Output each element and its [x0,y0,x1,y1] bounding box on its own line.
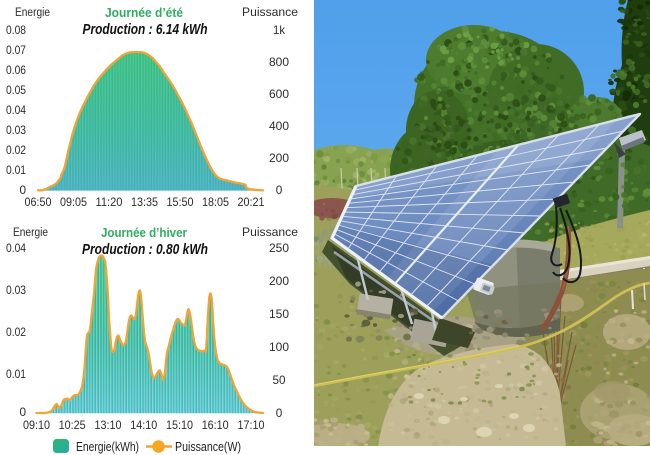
svg-text:Puissance: Puissance [242,5,298,19]
svg-text:0: 0 [19,183,26,197]
svg-text:Production : 0.80 kWh: Production : 0.80 kWh [82,242,208,258]
svg-text:150: 150 [269,307,289,321]
svg-text:17:10: 17:10 [238,418,265,432]
svg-text:Production : 6.14 kWh: Production : 6.14 kWh [83,22,208,38]
svg-text:20:21: 20:21 [238,195,265,209]
svg-text:15:50: 15:50 [167,195,194,209]
svg-text:200: 200 [269,151,289,165]
svg-text:100: 100 [269,340,289,354]
svg-text:0.06: 0.06 [6,63,26,77]
svg-text:600: 600 [269,87,289,101]
svg-text:09:10: 09:10 [23,418,50,432]
svg-text:18:05: 18:05 [202,195,229,209]
svg-text:0.05: 0.05 [6,83,26,97]
svg-text:400: 400 [269,119,289,133]
svg-text:0.04: 0.04 [6,241,26,255]
svg-text:0.08: 0.08 [6,23,26,37]
svg-text:Puissance(W): Puissance(W) [175,439,241,454]
svg-text:0.03: 0.03 [6,123,26,137]
svg-text:Journée d’été: Journée d’été [105,5,183,20]
svg-text:1k: 1k [273,23,285,37]
svg-text:Energie(kWh): Energie(kWh) [76,439,139,454]
svg-text:13:10: 13:10 [95,418,122,432]
svg-text:0: 0 [276,406,283,420]
svg-text:14:10: 14:10 [130,418,157,432]
svg-text:0: 0 [276,183,283,197]
svg-text:0: 0 [19,405,26,419]
svg-text:0.03: 0.03 [6,283,26,297]
svg-text:06:50: 06:50 [25,195,52,209]
svg-text:0.01: 0.01 [6,163,26,177]
svg-text:11:20: 11:20 [96,195,123,209]
svg-text:09:05: 09:05 [60,195,87,209]
svg-text:16:10: 16:10 [202,418,229,432]
svg-text:250: 250 [269,241,289,255]
svg-text:50: 50 [273,373,286,387]
svg-text:Puissance: Puissance [242,225,298,239]
svg-text:Energie: Energie [13,225,48,239]
svg-text:0.07: 0.07 [6,43,26,57]
svg-text:800: 800 [269,55,289,69]
svg-text:0.02: 0.02 [6,325,26,339]
svg-text:10:25: 10:25 [59,418,86,432]
svg-text:13:35: 13:35 [131,195,158,209]
svg-text:15:10: 15:10 [166,418,193,432]
svg-text:Journée d’hiver: Journée d’hiver [101,225,187,240]
svg-text:0.04: 0.04 [6,103,26,117]
svg-text:0.02: 0.02 [6,143,26,157]
svg-text:200: 200 [269,274,289,288]
svg-text:0.01: 0.01 [6,367,26,381]
svg-text:Energie: Energie [15,5,50,19]
